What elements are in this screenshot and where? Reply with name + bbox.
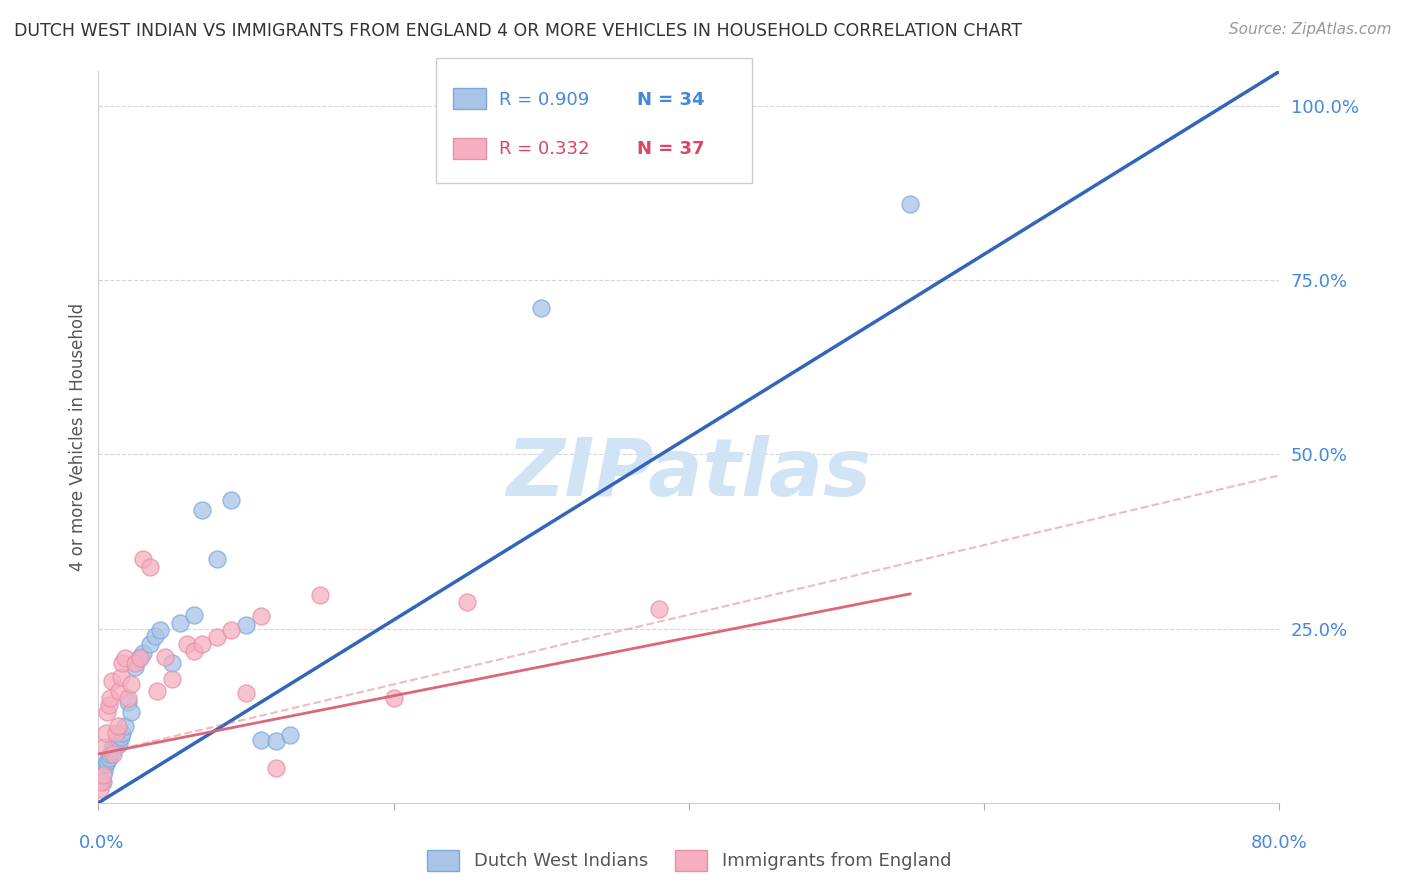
Text: 80.0%: 80.0% [1251, 834, 1308, 852]
Point [96, 705, 118, 719]
Point [183, 644, 205, 658]
Point [90, 775, 112, 789]
Text: DUTCH WEST INDIAN VS IMMIGRANTS FROM ENGLAND 4 OR MORE VEHICLES IN HOUSEHOLD COR: DUTCH WEST INDIAN VS IMMIGRANTS FROM ENG… [14, 22, 1022, 40]
Point [110, 670, 132, 684]
Point [91, 768, 114, 782]
Point [111, 726, 134, 740]
Point [139, 560, 162, 574]
Point [128, 649, 150, 664]
Point [183, 607, 205, 622]
Point [530, 301, 553, 316]
Point [153, 649, 176, 664]
Point [132, 552, 155, 566]
Point [98, 747, 121, 761]
Point [132, 646, 155, 660]
Point [107, 719, 129, 733]
Point [900, 196, 922, 211]
Point [205, 630, 228, 644]
Point [93, 764, 115, 779]
Point [98, 691, 121, 706]
Point [139, 637, 162, 651]
Text: R = 0.909: R = 0.909 [499, 91, 589, 109]
Point [108, 684, 131, 698]
Point [264, 761, 287, 775]
Point [114, 651, 136, 665]
Point [250, 733, 273, 747]
Point [219, 492, 242, 507]
Point [128, 651, 150, 665]
Point [93, 740, 115, 755]
Point [205, 552, 228, 566]
Point [117, 691, 139, 706]
Legend: Dutch West Indians, Immigrants from England: Dutch West Indians, Immigrants from Engl… [419, 843, 959, 878]
Point [176, 637, 198, 651]
Point [117, 695, 139, 709]
Point [146, 684, 169, 698]
Point [108, 737, 131, 751]
Point [382, 691, 405, 706]
Point [105, 726, 128, 740]
Point [105, 733, 128, 747]
Point [191, 503, 214, 517]
Point [250, 609, 273, 624]
Text: N = 34: N = 34 [637, 91, 704, 109]
Point [264, 734, 287, 748]
Point [120, 677, 142, 691]
Point [169, 616, 191, 631]
Point [89, 781, 111, 796]
Point [124, 660, 146, 674]
Point [456, 595, 478, 609]
Point [94, 726, 117, 740]
Point [90, 761, 112, 775]
Point [235, 618, 257, 632]
Point [97, 698, 120, 713]
Point [162, 657, 183, 671]
Point [100, 673, 122, 688]
Point [91, 775, 114, 789]
Text: 0.0%: 0.0% [79, 834, 124, 852]
Point [110, 730, 132, 744]
Point [97, 750, 120, 764]
Text: ZIPatlas: ZIPatlas [506, 434, 872, 513]
Y-axis label: 4 or more Vehicles in Household: 4 or more Vehicles in Household [69, 303, 87, 571]
Text: R = 0.332: R = 0.332 [499, 140, 589, 159]
Point [235, 686, 257, 700]
Point [219, 623, 242, 637]
Point [648, 602, 671, 616]
Text: N = 37: N = 37 [637, 140, 704, 159]
Point [103, 743, 125, 757]
Point [96, 754, 118, 768]
Point [278, 727, 302, 741]
Point [191, 637, 214, 651]
Point [149, 623, 172, 637]
Point [143, 629, 166, 643]
Point [120, 705, 142, 719]
Point [103, 747, 125, 761]
Text: Source: ZipAtlas.com: Source: ZipAtlas.com [1229, 22, 1392, 37]
Point [100, 741, 122, 756]
Point [309, 588, 332, 602]
Point [162, 672, 183, 686]
Point [114, 719, 136, 733]
Point [111, 657, 134, 671]
Point [124, 657, 146, 671]
Point [94, 757, 117, 772]
